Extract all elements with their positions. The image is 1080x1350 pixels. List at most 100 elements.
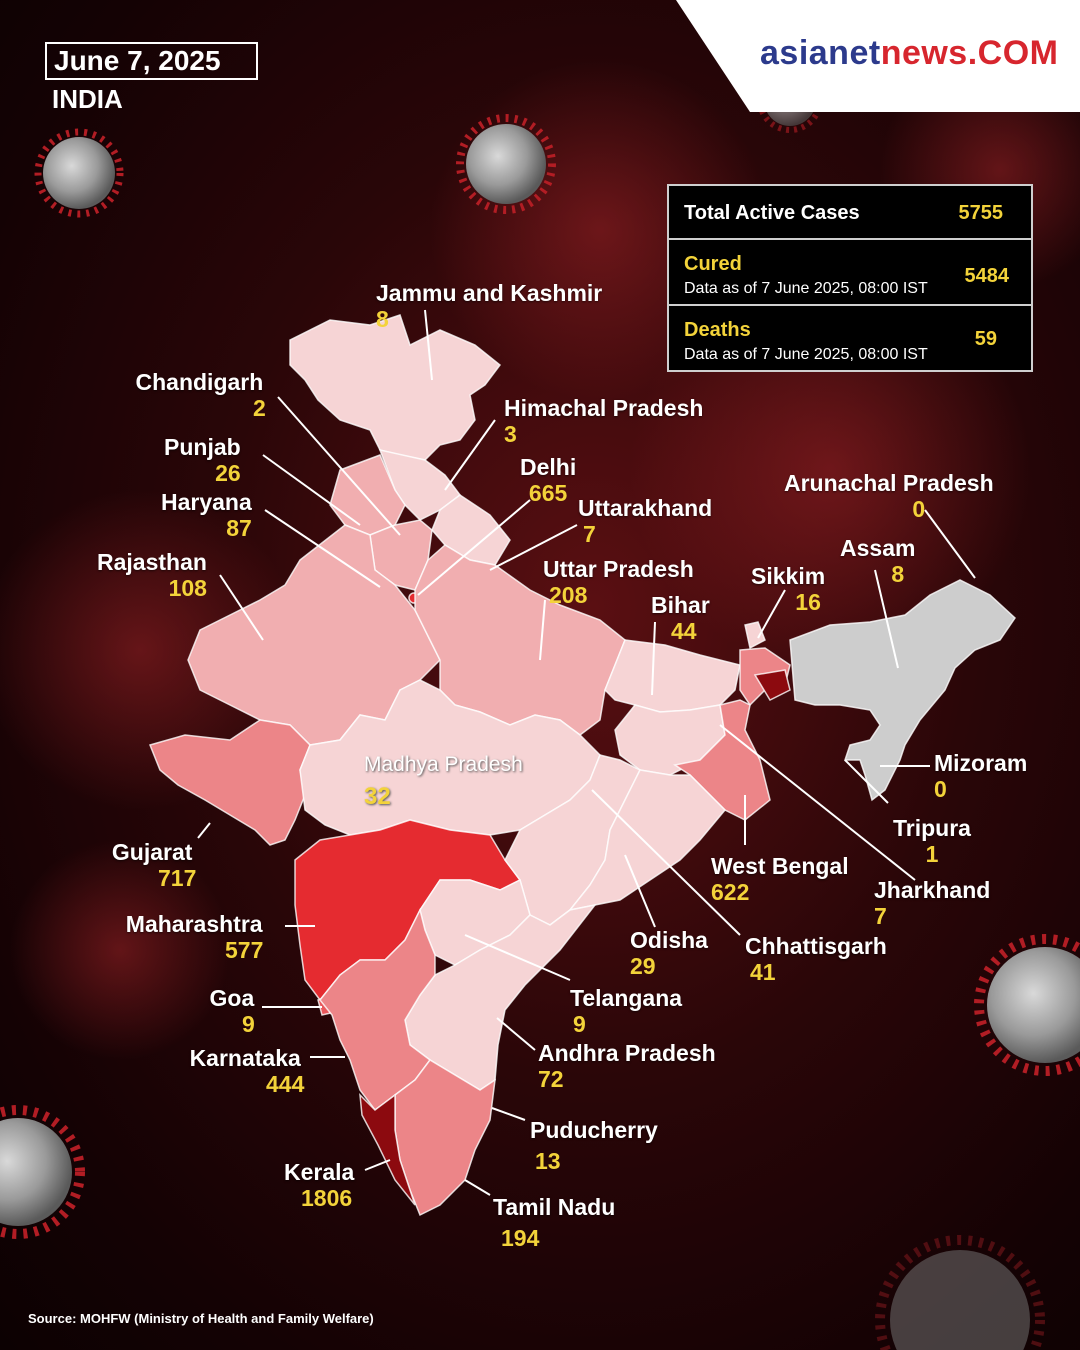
sikkim-name: Sikkim — [751, 563, 826, 589]
source-note: Source: MOHFW (Ministry of Health and Fa… — [28, 1311, 374, 1326]
haryana-value: 87 — [226, 515, 252, 541]
state-sikkim — [744, 621, 766, 650]
deaths-row: Deaths Data as of 7 June 2025, 08:00 IST… — [667, 304, 1033, 372]
tripura-name: Tripura — [893, 815, 971, 841]
cured-row: Cured Data as of 7 June 2025, 08:00 IST … — [667, 238, 1033, 306]
delhi-value: 665 — [528, 480, 568, 506]
hp-name: Himachal Pradesh — [504, 395, 704, 421]
kerala-value: 1806 — [301, 1185, 353, 1211]
telangana-name: Telangana — [570, 985, 683, 1011]
logo-part-2: news.COM — [880, 34, 1059, 72]
virus-icon — [974, 934, 1080, 1076]
label-himachal-pradesh: Himachal Pradesh 3 — [504, 397, 703, 446]
mizoram-name: Mizoram — [934, 750, 1028, 776]
label-tamil-nadu: Tamil Nadu 194 — [493, 1196, 615, 1250]
tn-value: 194 — [501, 1225, 540, 1251]
tripura-value: 1 — [925, 841, 939, 867]
jharkhand-value: 7 — [874, 903, 887, 929]
jk-value: 8 — [376, 306, 389, 332]
maharashtra-value: 577 — [225, 937, 264, 963]
ap-name: Andhra Pradesh — [538, 1040, 716, 1066]
punjab-value: 26 — [215, 460, 241, 486]
mp-value: 32 — [364, 783, 391, 810]
label-jharkhand: Jharkhand 7 — [874, 879, 990, 928]
logo-part-1: asianet — [760, 34, 881, 72]
label-bihar: Bihar 44 — [651, 594, 710, 643]
label-tripura: Tripura 1 — [893, 817, 971, 866]
label-chandigarh: Chandigarh 2 — [133, 371, 266, 420]
label-delhi: Delhi 665 — [520, 456, 576, 505]
state-odisha — [568, 769, 727, 912]
date-badge: June 7, 2025 — [45, 42, 258, 80]
label-west-bengal: West Bengal 622 — [711, 855, 849, 904]
state-northeast — [789, 579, 1016, 802]
label-chhattisgarh: Chhattisgarh 41 — [745, 935, 887, 984]
up-value: 208 — [549, 582, 588, 608]
deaths-label: Deaths — [684, 319, 751, 341]
state-gujarat — [148, 719, 311, 846]
label-odisha: Odisha 29 — [630, 929, 708, 978]
virus-icon — [0, 1105, 85, 1239]
hp-value: 3 — [504, 421, 517, 447]
deaths-value: 59 — [974, 328, 997, 350]
gujarat-value: 717 — [158, 865, 197, 891]
goa-name: Goa — [209, 985, 255, 1011]
mp-name: Madhya Pradesh — [364, 753, 523, 776]
punjab-name: Punjab — [164, 434, 241, 460]
state-west-bengal-patch — [753, 669, 791, 701]
label-madhya-pradesh: Madhya Pradesh 32 — [364, 754, 523, 809]
label-kerala: Kerala 1806 — [284, 1161, 354, 1210]
jk-name: Jammu and Kashmir — [376, 280, 603, 306]
jharkhand-name: Jharkhand — [874, 877, 991, 903]
chhattisgarh-name: Chhattisgarh — [745, 933, 887, 959]
puducherry-value: 13 — [535, 1148, 561, 1174]
telangana-value: 9 — [573, 1011, 586, 1037]
haryana-name: Haryana — [161, 489, 252, 515]
state-west-bengal — [673, 699, 771, 821]
deaths-note: Data as of 7 June 2025, 08:00 IST — [684, 346, 928, 363]
cured-value: 5484 — [964, 265, 1010, 287]
rajasthan-name: Rajasthan — [97, 549, 207, 575]
odisha-value: 29 — [630, 953, 656, 979]
arunachal-name: Arunachal Pradesh — [784, 470, 994, 496]
state-bihar — [604, 639, 741, 713]
label-mizoram: Mizoram 0 — [934, 752, 1027, 801]
chhattisgarh-value: 41 — [750, 959, 776, 985]
gujarat-name: Gujarat — [111, 839, 193, 865]
arunachal-value: 0 — [912, 496, 926, 522]
label-punjab: Punjab 26 — [164, 436, 241, 485]
ap-value: 72 — [538, 1066, 564, 1092]
goa-value: 9 — [242, 1011, 255, 1037]
karnataka-value: 444 — [266, 1071, 305, 1097]
chandigarh-value: 2 — [253, 395, 266, 421]
state-karnataka — [319, 907, 436, 1112]
label-sikkim: Sikkim 16 — [751, 565, 825, 614]
label-goa: Goa 9 — [209, 987, 255, 1036]
label-puducherry: Puducherry 13 — [530, 1119, 658, 1173]
kerala-name: Kerala — [284, 1159, 355, 1185]
karnataka-name: Karnataka — [189, 1045, 301, 1071]
bihar-value: 44 — [671, 618, 697, 644]
state-kerala — [359, 1092, 416, 1206]
label-rajasthan: Rajasthan 108 — [97, 551, 207, 600]
rajasthan-value: 108 — [168, 575, 207, 601]
virus-icon — [456, 114, 556, 214]
sikkim-value: 16 — [795, 589, 821, 615]
total-label: Total Active Cases — [684, 202, 860, 224]
uttarakhand-name: Uttarakhand — [578, 495, 713, 521]
total-value: 5755 — [958, 202, 1004, 224]
label-maharashtra: Maharashtra 577 — [125, 913, 264, 963]
virus-icon — [34, 128, 124, 218]
label-jammu-kashmir: Jammu and Kashmir 8 — [376, 282, 602, 331]
uttarakhand-value: 7 — [583, 521, 596, 547]
cured-note: Data as of 7 June 2025, 08:00 IST — [684, 280, 928, 297]
mizoram-value: 0 — [934, 776, 947, 802]
label-arunachal-pradesh: Arunachal Pradesh 0 — [784, 472, 994, 521]
puducherry-name: Puducherry — [530, 1117, 658, 1143]
label-gujarat: Gujarat 717 — [108, 841, 196, 890]
bihar-name: Bihar — [651, 592, 710, 618]
delhi-name: Delhi — [520, 454, 577, 480]
label-haryana: Haryana 87 — [161, 491, 252, 540]
state-jammu-kashmir — [289, 314, 502, 461]
